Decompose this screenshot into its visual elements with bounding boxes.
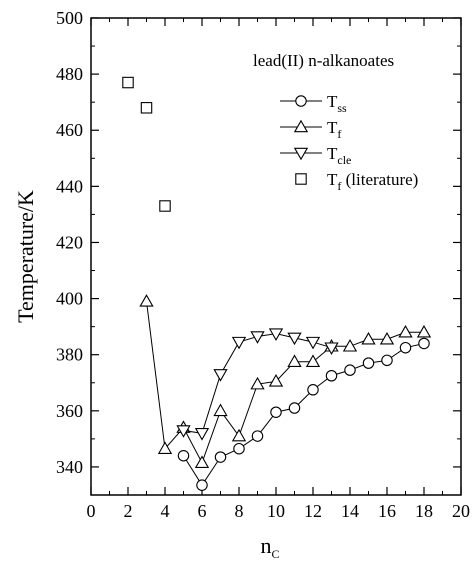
y-tick-label: 440	[56, 176, 83, 196]
data-point	[379, 331, 395, 345]
x-tick-label: 0	[87, 501, 96, 521]
legend-label: Tcle	[327, 144, 351, 167]
legend: lead(II) n-alkanoates Tss Tf Tcle Tf (liter…	[253, 51, 418, 193]
data-point	[398, 324, 413, 338]
data-point	[418, 337, 430, 350]
x-axis-label-main: n	[260, 533, 271, 558]
x-tick-label: 16	[378, 501, 396, 521]
x-tick-label: 8	[235, 501, 244, 521]
data-point	[325, 369, 338, 382]
data-point	[344, 364, 356, 376]
series-line	[146, 301, 424, 464]
data-point	[381, 354, 393, 367]
y-tick-label: 500	[56, 8, 83, 28]
legend-marker	[295, 95, 307, 107]
y-tick-label: 420	[56, 232, 83, 252]
legend-marker	[295, 173, 307, 185]
data-point	[287, 332, 302, 346]
series-2	[176, 328, 339, 441]
data-point	[250, 376, 265, 390]
legend-label: Tf (literature)	[327, 170, 418, 193]
data-point	[268, 374, 284, 387]
plot-frame	[90, 17, 462, 496]
y-axis-label: Temperature/K	[13, 190, 38, 323]
data-point	[213, 369, 228, 382]
legend-label: Tf	[327, 118, 341, 141]
y-tick-label: 400	[56, 289, 83, 309]
y-tick-label: 480	[56, 64, 83, 84]
legend-entry: Tss	[280, 92, 347, 115]
y-tick-label: 340	[56, 457, 83, 477]
data-point	[233, 442, 245, 455]
data-point	[122, 76, 134, 89]
data-point	[305, 336, 321, 350]
legend-entry: Tf	[280, 118, 341, 141]
series-layer	[122, 76, 432, 491]
x-tick-label: 12	[304, 501, 322, 521]
data-point	[399, 341, 412, 354]
data-point	[177, 449, 190, 462]
x-axis-label-sub: C	[271, 547, 279, 561]
plot-border	[90, 17, 462, 496]
data-point	[362, 357, 375, 369]
legend-entry: Tcle	[280, 144, 351, 167]
data-point	[416, 324, 432, 338]
data-point	[251, 430, 264, 442]
data-point	[214, 451, 227, 463]
data-point	[288, 402, 301, 414]
series-0	[177, 337, 430, 491]
data-point	[361, 331, 376, 345]
x-tick-label: 20	[452, 501, 470, 521]
data-point	[176, 425, 191, 438]
data-point	[305, 354, 321, 367]
legend-marker	[293, 119, 309, 133]
data-point	[213, 403, 228, 417]
data-point	[268, 328, 284, 341]
data-point	[270, 406, 282, 418]
data-point	[194, 428, 210, 441]
data-point	[139, 294, 154, 307]
x-tick-label: 18	[415, 501, 433, 521]
y-axis: 340 360 380 400 420 440 460 480 500	[56, 8, 461, 496]
x-axis: 0 2 4 6 8 10 12 14 16 18 20	[87, 18, 470, 521]
data-point	[231, 428, 247, 442]
data-point	[157, 441, 173, 454]
data-point	[287, 354, 302, 367]
legend-label: Tss	[327, 92, 347, 115]
x-tick-label: 14	[341, 501, 359, 521]
x-tick-label: 10	[267, 501, 285, 521]
series-3	[122, 76, 171, 212]
x-tick-label: 4	[161, 501, 170, 521]
data-point	[231, 336, 247, 350]
y-tick-label: 460	[56, 120, 83, 140]
data-point	[194, 455, 210, 468]
x-axis-label: nC	[260, 533, 279, 561]
data-point	[324, 342, 339, 356]
data-point	[159, 200, 171, 212]
data-point	[307, 384, 319, 396]
legend-entry: Tf (literature)	[295, 170, 418, 193]
y-tick-label: 380	[56, 345, 83, 365]
legend-marker	[293, 147, 309, 161]
data-point	[250, 331, 265, 344]
data-point	[196, 479, 208, 491]
data-point	[140, 102, 153, 114]
y-tick-label: 360	[56, 401, 83, 421]
data-point	[342, 338, 358, 352]
x-tick-label: 6	[198, 501, 207, 521]
legend-title: lead(II) n-alkanoates	[253, 51, 394, 70]
x-tick-label: 2	[124, 501, 133, 521]
series-1	[139, 294, 432, 468]
